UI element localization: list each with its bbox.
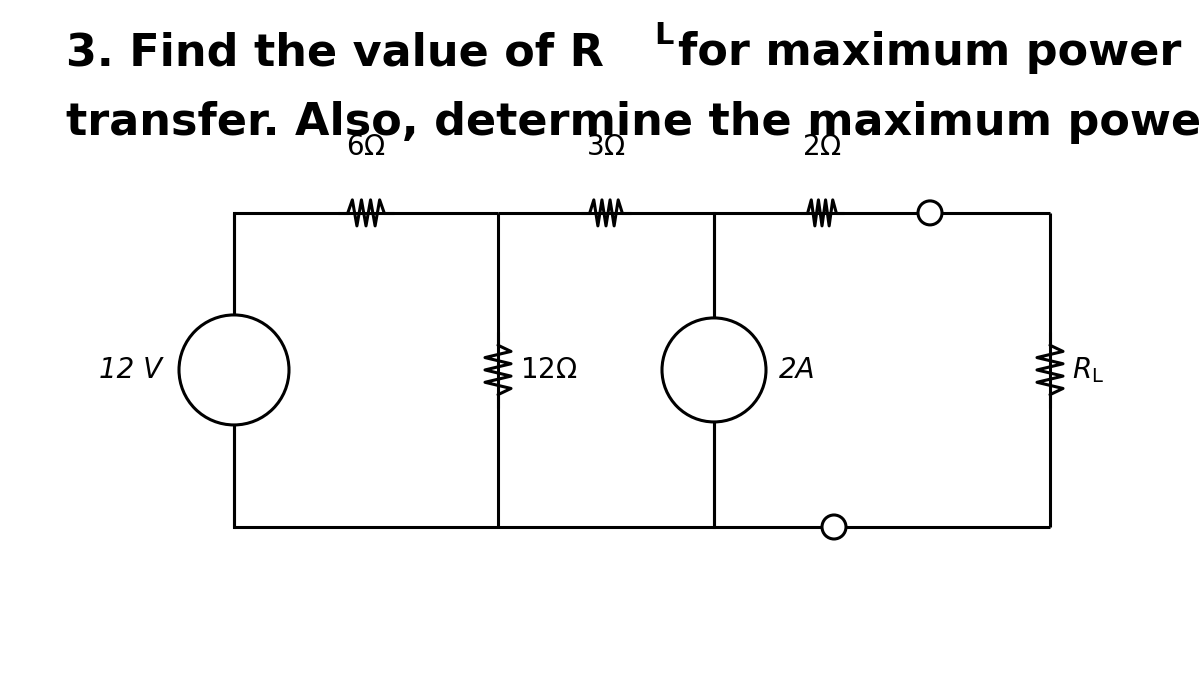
Text: for maximum power: for maximum power: [678, 31, 1181, 75]
Text: $2\Omega$: $2\Omega$: [802, 133, 842, 161]
Text: $3\Omega$: $3\Omega$: [586, 133, 626, 161]
Text: 2A: 2A: [779, 356, 816, 384]
Circle shape: [179, 315, 289, 425]
Text: R$_\mathrm{L}$: R$_\mathrm{L}$: [1072, 355, 1104, 385]
Text: $12\Omega$: $12\Omega$: [520, 356, 577, 384]
Circle shape: [822, 515, 846, 539]
Circle shape: [662, 318, 766, 422]
Text: 12 V: 12 V: [98, 356, 162, 384]
Text: L: L: [654, 21, 673, 50]
Text: $6\Omega$: $6\Omega$: [346, 133, 386, 161]
Text: −: −: [223, 376, 245, 400]
Text: 3. Find the value of R: 3. Find the value of R: [66, 31, 604, 75]
Text: +: +: [223, 340, 245, 364]
Circle shape: [918, 201, 942, 225]
Text: transfer. Also, determine the maximum power.: transfer. Also, determine the maximum po…: [66, 101, 1200, 144]
